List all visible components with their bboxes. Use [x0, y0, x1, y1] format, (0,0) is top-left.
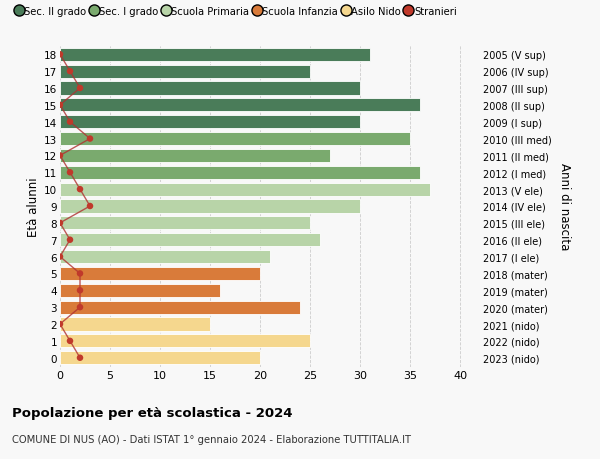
Point — [75, 85, 85, 92]
Point — [75, 304, 85, 311]
Bar — [60, 166, 420, 179]
Bar — [60, 116, 360, 129]
Point — [55, 220, 65, 227]
Bar — [60, 267, 260, 280]
Bar — [60, 183, 430, 196]
Point — [75, 287, 85, 294]
Point — [55, 321, 65, 328]
Bar — [60, 133, 410, 146]
Point — [55, 102, 65, 109]
Point — [85, 135, 95, 143]
Bar — [60, 251, 270, 263]
Bar — [60, 66, 310, 78]
Bar — [60, 200, 360, 213]
Point — [85, 203, 95, 210]
Bar — [60, 318, 210, 331]
Bar — [60, 217, 310, 230]
Bar — [60, 335, 310, 347]
Bar — [60, 352, 260, 364]
Y-axis label: Anni di nascita: Anni di nascita — [558, 163, 571, 250]
Point — [65, 68, 75, 76]
Point — [75, 354, 85, 362]
Bar — [60, 234, 320, 247]
Bar — [60, 82, 360, 95]
Bar — [60, 99, 420, 112]
Point — [55, 253, 65, 261]
Bar — [60, 301, 300, 314]
Point — [65, 169, 75, 177]
Point — [65, 119, 75, 126]
Bar — [60, 284, 220, 297]
Point — [55, 51, 65, 59]
Legend: Sec. II grado, Sec. I grado, Scuola Primaria, Scuola Infanzia, Asilo Nido, Stran: Sec. II grado, Sec. I grado, Scuola Prim… — [12, 3, 461, 21]
Bar — [60, 150, 330, 162]
Text: Popolazione per età scolastica - 2024: Popolazione per età scolastica - 2024 — [12, 406, 293, 419]
Point — [75, 270, 85, 278]
Point — [65, 236, 75, 244]
Y-axis label: Età alunni: Età alunni — [27, 177, 40, 236]
Text: COMUNE DI NUS (AO) - Dati ISTAT 1° gennaio 2024 - Elaborazione TUTTITALIA.IT: COMUNE DI NUS (AO) - Dati ISTAT 1° genna… — [12, 434, 411, 444]
Point — [65, 337, 75, 345]
Point — [75, 186, 85, 193]
Point — [55, 152, 65, 160]
Bar — [60, 49, 370, 62]
